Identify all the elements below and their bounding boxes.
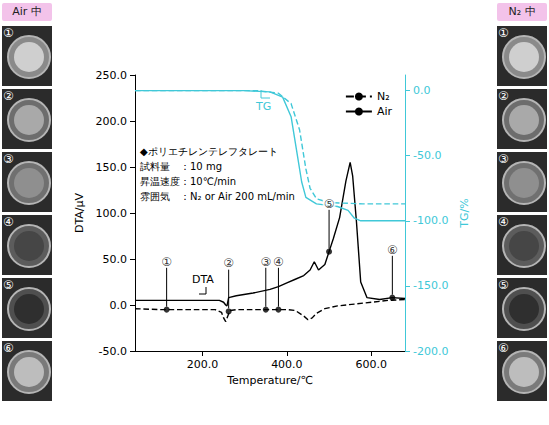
svg-text:100.0: 100.0 — [96, 207, 128, 220]
svg-text:TG: TG — [255, 100, 271, 113]
svg-text:Temperature/℃: Temperature/℃ — [226, 374, 313, 387]
html-text:④: ④ — [498, 215, 509, 229]
svg-text:DTA/μV: DTA/μV — [73, 192, 86, 233]
svg-text:50.0: 50.0 — [103, 253, 128, 266]
svg-text:Air: Air — [377, 105, 393, 118]
html-text:⑥: ⑥ — [498, 341, 509, 355]
html-text:N₂ 中: N₂ 中 — [508, 5, 536, 18]
svg-text:600.0: 600.0 — [356, 358, 388, 371]
svg-text:①: ① — [161, 255, 172, 269]
svg-text:150.0: 150.0 — [96, 161, 128, 174]
html-text:②: ② — [3, 89, 14, 103]
html-text:③: ③ — [3, 152, 14, 166]
svg-text:250.0: 250.0 — [96, 69, 128, 82]
html-text:④: ④ — [3, 215, 14, 229]
html-text:⑤: ⑤ — [3, 278, 14, 292]
svg-text:DTA: DTA — [192, 273, 214, 286]
svg-text:N₂: N₂ — [377, 90, 390, 103]
svg-text:②: ② — [223, 256, 234, 270]
svg-text:-150.0: -150.0 — [413, 279, 448, 292]
svg-text:-50.0: -50.0 — [99, 345, 127, 358]
svg-text:-50.0: -50.0 — [413, 149, 441, 162]
svg-text:TG/%: TG/% — [458, 198, 471, 228]
svg-text:200.0: 200.0 — [187, 358, 219, 371]
svg-text:400.0: 400.0 — [271, 358, 303, 371]
html-text:Air 中: Air 中 — [12, 5, 42, 18]
html-text:⑤: ⑤ — [498, 278, 509, 292]
svg-text:試料量 ：10 mg: 試料量 ：10 mg — [140, 161, 222, 172]
svg-text:0.0: 0.0 — [413, 84, 431, 97]
svg-text:0.0: 0.0 — [110, 299, 128, 312]
svg-text:-100.0: -100.0 — [413, 214, 448, 227]
svg-text:昇温速度：10℃/min: 昇温速度：10℃/min — [140, 176, 236, 187]
html-text:①: ① — [3, 26, 14, 40]
svg-text:⑥: ⑥ — [387, 243, 398, 257]
svg-text:雰囲気 ：N₂ or Air 200 mL/min: 雰囲気 ：N₂ or Air 200 mL/min — [140, 191, 295, 202]
svg-text:200.0: 200.0 — [96, 115, 128, 128]
html-text:①: ① — [498, 26, 509, 40]
svg-text:◆ポリエチレンテレフタレート: ◆ポリエチレンテレフタレート — [140, 146, 278, 157]
svg-text:③: ③ — [260, 255, 271, 269]
svg-text:⑤: ⑤ — [324, 197, 335, 211]
html-text:⑥: ⑥ — [3, 341, 14, 355]
svg-text:-200.0: -200.0 — [413, 345, 448, 358]
html-text:③: ③ — [498, 152, 509, 166]
svg-text:④: ④ — [273, 255, 284, 269]
html-text:②: ② — [498, 89, 509, 103]
